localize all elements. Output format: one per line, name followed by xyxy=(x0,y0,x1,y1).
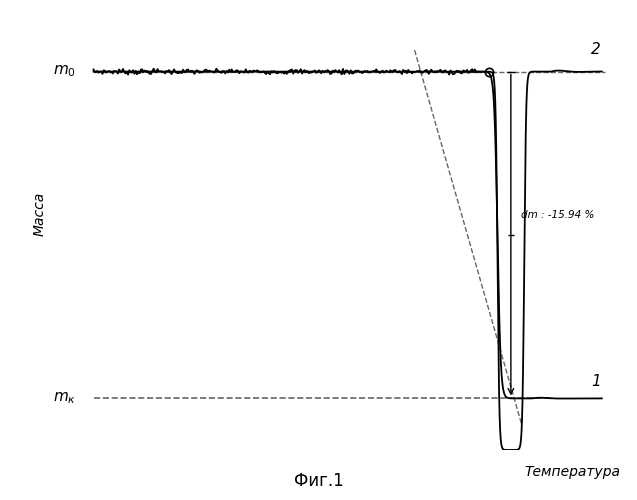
Text: Масса: Масса xyxy=(33,192,47,236)
Text: Фиг.1: Фиг.1 xyxy=(294,472,343,490)
Text: 2: 2 xyxy=(591,42,601,58)
Text: Температура: Температура xyxy=(524,465,620,479)
Text: $m_к$: $m_к$ xyxy=(54,390,76,406)
Text: $m_0$: $m_0$ xyxy=(54,64,76,80)
Text: 1: 1 xyxy=(591,374,601,388)
Text: dm : -15.94 %: dm : -15.94 % xyxy=(520,210,594,220)
